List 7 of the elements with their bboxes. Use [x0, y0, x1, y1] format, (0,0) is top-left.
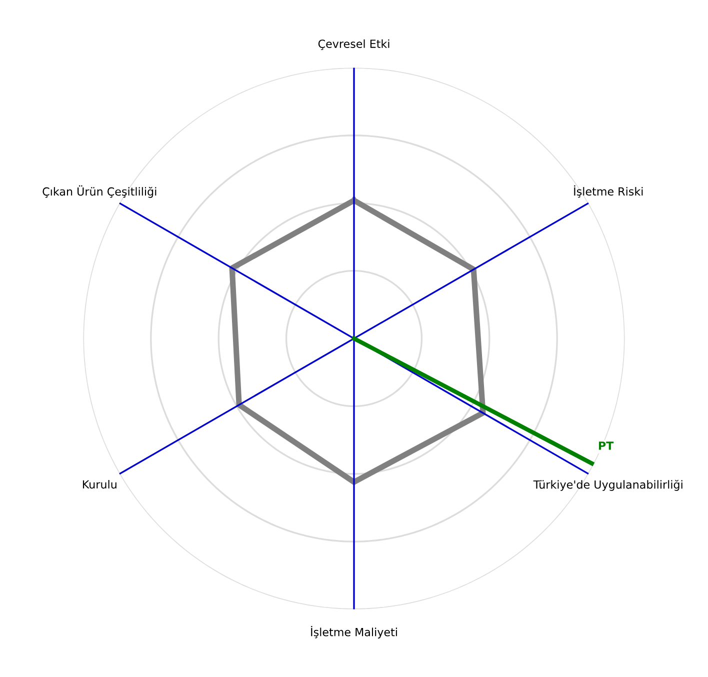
- spoke-label: İşletme Riski: [574, 185, 643, 198]
- text: PT: [598, 442, 614, 450]
- spoke-label: Kurulu: [82, 480, 116, 489]
- spoke-label: Çıkan Ürün Çeşitliliği: [42, 185, 156, 198]
- spoke-label: İşletme Maliyeti: [311, 626, 397, 638]
- spoke-label: Çevresel Etki: [318, 39, 390, 50]
- spoke-label: Türkiye'de Uygulanabilirliği: [533, 480, 682, 491]
